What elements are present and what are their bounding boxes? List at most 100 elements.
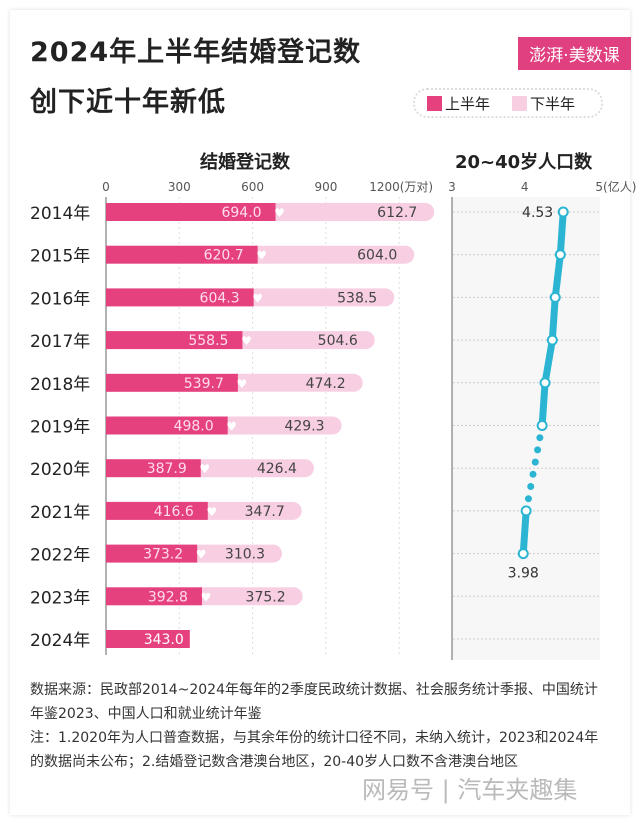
bar-h2-label: 604.0	[357, 248, 397, 264]
bar-h2-label: 429.3	[284, 419, 324, 435]
source-note: 数据来源：民政部2014~2024年每年的2季度民政统计数据、社会服务统计季报、…	[30, 682, 598, 722]
line-point	[549, 291, 561, 303]
line-segment	[519, 507, 530, 558]
bar-h1-label: 373.2	[143, 547, 183, 563]
watermark: 网易号 | 汽车夹趣集	[362, 776, 578, 804]
line-segment	[541, 336, 556, 387]
category-label: 2024年	[30, 631, 90, 651]
bar-h2	[188, 544, 283, 563]
category-label: 2017年	[30, 332, 90, 352]
line-segment	[538, 379, 549, 429]
bar-h1-label: 604.3	[200, 290, 240, 306]
bar-h2	[228, 373, 363, 392]
bar-h2-label: 310.3	[225, 547, 265, 563]
gap-dot	[527, 483, 535, 490]
category-label: 2023年	[30, 588, 90, 608]
bar-h1-label: 392.8	[148, 589, 188, 605]
heart-icon: ♥	[199, 462, 210, 476]
heart-icon: ♥	[274, 206, 285, 220]
line-point	[517, 548, 529, 560]
bar-x-tick: 600	[241, 180, 264, 194]
bar-h1	[106, 373, 238, 392]
bar-h2-label: 538.5	[337, 290, 377, 306]
legend-swatch-h2	[512, 95, 528, 111]
line-point	[520, 505, 532, 517]
gap-dot	[529, 470, 537, 478]
category-label: 2018年	[30, 375, 90, 395]
line-segment	[548, 293, 559, 344]
category-label: 2015年	[30, 247, 90, 267]
heart-icon: ♥	[226, 420, 237, 434]
logo: 澎湃·美数课	[518, 37, 631, 70]
bar-x-tick: 300	[168, 180, 191, 194]
heart-icon: ♥	[196, 548, 207, 562]
bar-h2-label: 474.2	[306, 376, 346, 392]
bar-x-tick: 900	[314, 180, 337, 194]
bar-h2-label: 612.7	[377, 205, 417, 221]
bar-h1	[106, 587, 202, 606]
bar-h1	[106, 544, 198, 563]
bar-h1-label: 498.0	[174, 419, 214, 435]
bar-h1-label: 387.9	[147, 461, 187, 477]
legend-label-h2: 下半年	[530, 94, 576, 113]
footnote: 注：1.2020年为人口普查数据，与其余年份的统计口径不同，未纳入统计，2023…	[30, 730, 599, 770]
line-x-tick: 3	[448, 180, 456, 194]
line-segment	[551, 251, 564, 301]
legend-swatch-h1	[427, 95, 442, 111]
notes: 数据来源：民政部2014~2024年每年的2季度民政统计数据、社会服务统计季报、…	[30, 678, 610, 774]
bar-h2	[248, 245, 415, 264]
bar-h2-label: 347.7	[245, 504, 285, 520]
bar-h2	[198, 501, 302, 520]
category-label: 2019年	[30, 418, 90, 438]
legend-h2: 下半年	[512, 93, 575, 114]
bar-h1	[106, 203, 276, 221]
gap-dot	[524, 495, 532, 503]
heart-icon: ♥	[206, 505, 217, 519]
category-label: 2020年	[30, 460, 90, 480]
bar-h2-label: 375.2	[246, 589, 286, 605]
category-label: 2016年	[30, 289, 90, 309]
legend-h1: 上半年	[427, 93, 490, 114]
bar-h2	[192, 587, 303, 606]
bar-h1-label: 539.7	[184, 376, 224, 392]
bar-h2	[191, 459, 314, 478]
heart-icon: ♥	[256, 249, 267, 263]
bar-h1-label: 416.6	[154, 504, 194, 520]
category-label: 2022年	[30, 546, 90, 566]
line-label-last: 3.98	[508, 566, 539, 582]
category-label: 2014年	[30, 204, 90, 224]
line-label-first: 4.53	[522, 205, 553, 221]
heart-icon: ♥	[201, 590, 212, 604]
heart-icon: ♥	[252, 291, 263, 305]
gap-dot	[531, 458, 539, 466]
bar-h1-label: 558.5	[188, 333, 228, 349]
category-label: 2021年	[30, 503, 90, 523]
bar-h2	[266, 203, 435, 221]
bar-h2	[233, 331, 375, 350]
bar-h1	[106, 459, 201, 478]
line-point	[554, 249, 566, 261]
bar-h2-label: 504.6	[318, 333, 358, 349]
title-line-2: 创下近十年新低	[30, 87, 226, 118]
bar-h1	[106, 630, 190, 648]
heart-icon: ♥	[241, 334, 252, 348]
bar-h1	[106, 331, 243, 350]
bar-x-tick: 0	[102, 180, 110, 194]
bar-x-tick: 1200(万对)	[369, 180, 433, 194]
line-point	[557, 206, 569, 218]
gap-dot	[534, 446, 542, 454]
heart-icon: ♥	[236, 377, 247, 391]
bar-h1	[106, 245, 258, 264]
bar-h1-label: 343.0	[144, 632, 184, 648]
gap-dot	[536, 434, 544, 442]
line-point	[536, 420, 548, 431]
line-chart-title: 20~40岁人口数	[455, 152, 593, 173]
bar-chart-title: 结婚登记数	[200, 152, 290, 173]
bar-h2-label: 426.4	[257, 461, 297, 477]
bar-h1-label: 620.7	[204, 248, 244, 264]
bar-h1	[106, 501, 208, 520]
line-point	[539, 377, 551, 389]
line-panel-bg	[452, 197, 600, 660]
bar-h1	[106, 288, 254, 307]
